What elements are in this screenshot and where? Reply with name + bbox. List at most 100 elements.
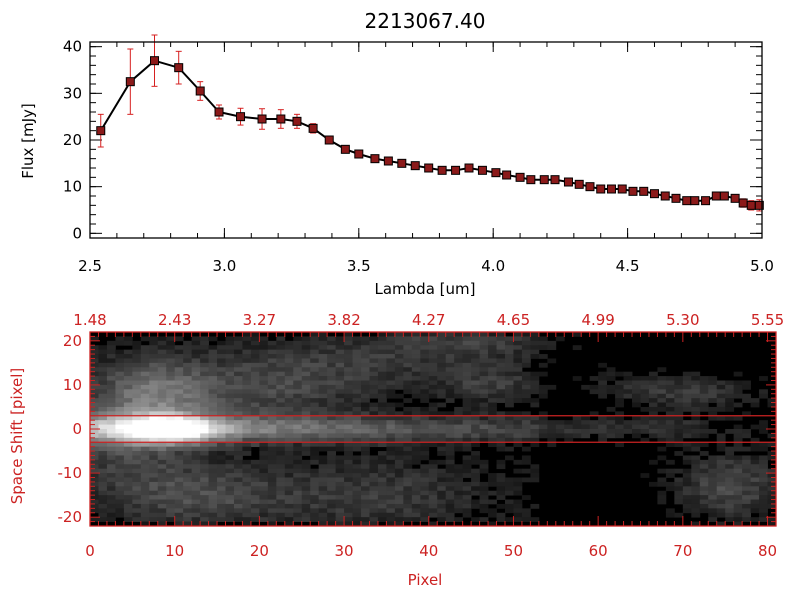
heatmap-cell <box>140 367 150 373</box>
heatmap-cell <box>132 349 142 355</box>
heatmap-cell <box>250 424 260 430</box>
heatmap-cell <box>115 358 125 364</box>
heatmap-cell <box>259 451 269 456</box>
heatmap-cell <box>115 477 125 483</box>
heatmap-cell <box>90 481 99 487</box>
heatmap-cell <box>547 358 557 364</box>
heatmap-cell <box>293 371 303 377</box>
heatmap-cell <box>183 477 193 483</box>
heatmap-cell <box>276 411 286 417</box>
heatmap-cell <box>259 376 269 381</box>
data-points <box>96 56 764 210</box>
heatmap-cell <box>166 424 176 430</box>
heatmap-cell <box>352 512 362 518</box>
heatmap-cell <box>157 371 167 377</box>
heatmap-cell <box>403 464 413 470</box>
heatmap-cell <box>115 508 125 514</box>
heatmap-cell <box>394 455 404 461</box>
heatmap-cell <box>394 464 404 470</box>
heatmap-cell <box>716 477 726 483</box>
heatmap-cell <box>149 495 159 500</box>
heatmap-cell <box>767 455 777 461</box>
heatmap-cell <box>394 499 404 505</box>
heatmap-cell <box>657 398 667 403</box>
heatmap-cell <box>411 384 421 390</box>
heatmap-cell <box>716 389 726 395</box>
heatmap-cell <box>259 424 269 430</box>
heatmap-cell <box>284 340 294 346</box>
heatmap-cell <box>420 371 430 377</box>
heatmap-cell <box>208 486 218 492</box>
heatmap-cell <box>471 332 480 337</box>
heatmap-cell <box>386 393 396 399</box>
heatmap-cell <box>233 517 243 522</box>
x-tick-label: 4.0 <box>481 257 505 275</box>
heatmap-cell <box>665 459 675 465</box>
heatmap-cell <box>394 420 404 425</box>
heatmap-cell <box>233 393 243 399</box>
heatmap-cell <box>140 389 150 395</box>
heatmap-cell <box>191 398 201 403</box>
heatmap-cell <box>648 406 658 412</box>
heatmap-cell <box>377 398 387 403</box>
chart-title: 2213067.40 <box>365 9 486 33</box>
heatmap-cell <box>581 424 591 430</box>
heatmap-cell <box>310 336 320 342</box>
heatmap-cell <box>708 459 718 465</box>
heatmap-cell <box>301 420 311 425</box>
heatmap-cell <box>90 398 99 403</box>
heatmap-cell <box>589 376 599 381</box>
heatmap-cell <box>98 503 108 509</box>
heatmap-cell <box>225 349 235 355</box>
heatmap-cell <box>140 512 150 518</box>
heatmap-cell <box>166 451 176 456</box>
heatmap-cell <box>310 481 320 487</box>
heatmap-cell <box>183 499 193 505</box>
heatmap-cell <box>140 517 150 522</box>
heatmap-cell <box>716 512 726 518</box>
heatmap-cell <box>140 495 150 500</box>
heatmap-cell <box>471 371 480 377</box>
heatmap-cell <box>259 362 269 368</box>
heatmap-cell <box>682 376 692 381</box>
heatmap-cell <box>90 433 99 439</box>
heatmap-cell <box>699 464 709 470</box>
heatmap-cell <box>140 455 150 461</box>
x-tick-label: 80 <box>758 542 777 560</box>
heatmap-cell <box>488 362 497 368</box>
heatmap-cell <box>123 495 133 500</box>
heatmap-cell <box>513 371 523 377</box>
heatmap-cell <box>411 459 421 465</box>
heatmap-cell <box>386 406 396 412</box>
heatmap-cell <box>98 473 108 478</box>
heatmap-cell <box>538 429 548 434</box>
heatmap-cell <box>657 468 667 474</box>
heatmap-cell <box>691 481 701 487</box>
heatmap-cell <box>479 376 489 381</box>
heatmap-cell <box>420 424 430 430</box>
heatmap-cell <box>233 336 243 342</box>
heatmap-cell <box>200 380 209 386</box>
heatmap-cell <box>420 477 430 483</box>
heatmap-cell <box>149 398 159 403</box>
heatmap-cell <box>335 442 345 448</box>
heatmap-cell <box>191 411 201 417</box>
heatmap-cell <box>530 384 540 390</box>
heatmap-cell <box>674 376 684 381</box>
heatmap-cell <box>115 455 125 461</box>
heatmap-cell <box>623 371 633 377</box>
heatmap-cell <box>335 517 345 522</box>
heatmap-cell <box>318 424 328 430</box>
heatmap-cell <box>682 393 692 399</box>
heatmap-cell <box>699 495 709 500</box>
heatmap-cell <box>166 371 176 377</box>
heatmap-cell <box>242 486 252 492</box>
heatmap-cell <box>496 446 506 452</box>
heatmap-cell <box>183 451 193 456</box>
heatmap-cell <box>123 433 133 439</box>
heatmap-cell <box>217 455 226 461</box>
heatmap-cell <box>521 420 531 425</box>
heatmap-cell <box>598 384 608 390</box>
heatmap-cell <box>530 402 540 408</box>
heatmap-cell <box>225 389 235 395</box>
